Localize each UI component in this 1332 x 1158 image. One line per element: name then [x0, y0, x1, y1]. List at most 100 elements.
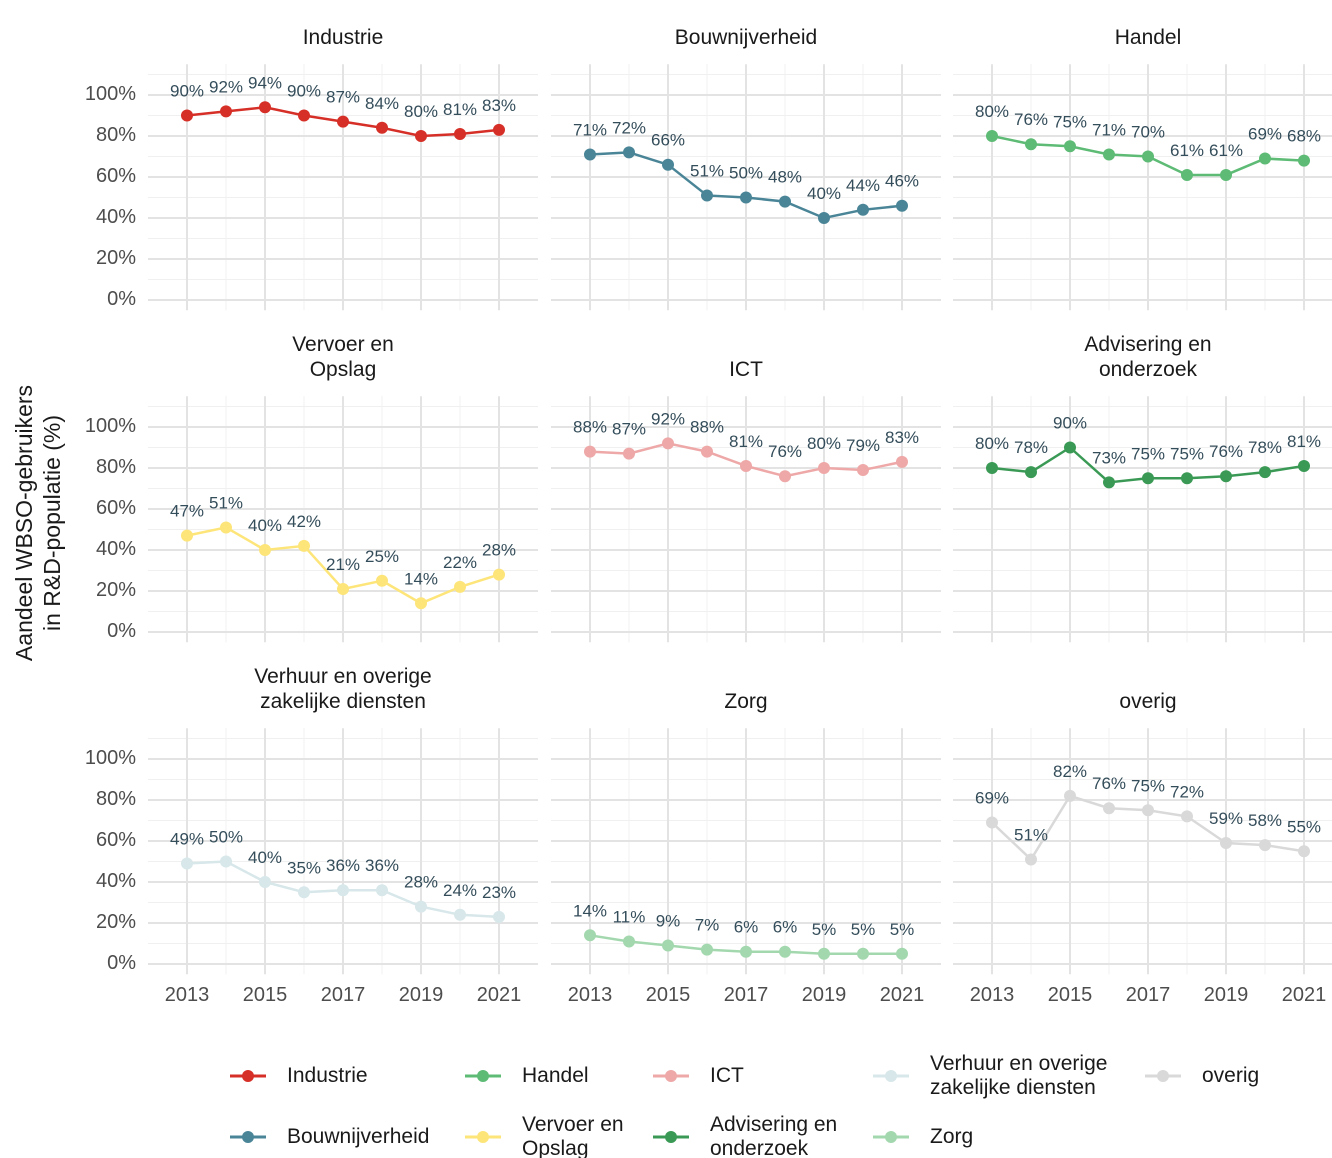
point: [701, 189, 713, 202]
point: [493, 568, 505, 581]
point: [779, 470, 791, 483]
point: [1220, 168, 1232, 181]
data-label: 24%: [443, 881, 477, 900]
point: [584, 148, 596, 161]
point: [857, 464, 869, 477]
data-label: 40%: [248, 848, 282, 867]
data-label: 47%: [170, 502, 204, 521]
x-tick-label: 2017: [320, 984, 366, 1007]
data-label: 66%: [651, 131, 685, 150]
y-tick-label: 80%: [95, 456, 136, 478]
data-label: 78%: [1248, 438, 1282, 457]
point: [1220, 837, 1232, 850]
data-label: 51%: [209, 493, 243, 512]
data-label: 6%: [734, 918, 759, 937]
legend-point: [885, 1131, 897, 1143]
y-tick-label: 0%: [107, 620, 136, 642]
facet-title: Industrie: [302, 26, 384, 50]
data-label: 75%: [1170, 444, 1204, 463]
facet-title: Zorg: [724, 690, 768, 714]
data-label: 9%: [656, 912, 681, 931]
data-label: 71%: [573, 120, 607, 139]
y-tick-label: 40%: [95, 538, 136, 560]
point: [415, 900, 427, 913]
legend-point: [242, 1070, 254, 1082]
x-tick-label: 2013: [164, 984, 210, 1007]
point: [259, 101, 271, 114]
legend-label: Handel: [522, 1064, 589, 1087]
point: [1064, 789, 1076, 802]
data-label: 78%: [1014, 438, 1048, 457]
y-tick-label: 40%: [95, 870, 136, 892]
data-label: 49%: [170, 830, 204, 849]
data-label: 50%: [729, 164, 763, 183]
point: [298, 539, 310, 552]
x-tick-label: 2015: [1047, 984, 1093, 1007]
point: [740, 459, 752, 472]
point: [740, 191, 752, 204]
point: [337, 884, 349, 897]
point: [1064, 441, 1076, 454]
data-label: 87%: [326, 88, 360, 107]
data-label: 50%: [209, 828, 243, 847]
data-label: 92%: [209, 77, 243, 96]
point: [1142, 472, 1154, 485]
point: [454, 908, 466, 921]
data-label: 36%: [326, 856, 360, 875]
point: [1025, 853, 1037, 866]
facet-title: Advisering en onderzoek: [1084, 333, 1212, 382]
x-tick-label: 2017: [723, 984, 769, 1007]
data-label: 72%: [612, 118, 646, 137]
point: [1259, 466, 1271, 479]
point: [818, 947, 830, 960]
y-tick-label: 20%: [95, 247, 136, 269]
legend-label: Industrie: [287, 1064, 368, 1087]
legend-label: Zorg: [930, 1125, 974, 1148]
data-label: 71%: [1092, 120, 1126, 139]
data-label: 44%: [846, 176, 880, 195]
point: [623, 447, 635, 460]
data-label: 80%: [404, 102, 438, 121]
data-label: 23%: [482, 883, 516, 902]
point: [623, 146, 635, 159]
facet-title: Handel: [1114, 26, 1182, 50]
point: [662, 437, 674, 450]
y-tick-label: 0%: [107, 952, 136, 974]
point: [298, 886, 310, 899]
data-label: 80%: [807, 434, 841, 453]
point: [220, 521, 232, 534]
point: [1298, 154, 1310, 167]
point: [1025, 138, 1037, 151]
data-label: 5%: [812, 920, 837, 939]
point: [896, 947, 908, 960]
data-label: 68%: [1287, 127, 1321, 146]
data-label: 36%: [365, 856, 399, 875]
data-label: 76%: [768, 442, 802, 461]
point: [493, 123, 505, 136]
point: [584, 445, 596, 458]
legend-point: [1157, 1070, 1169, 1082]
point: [1142, 150, 1154, 163]
point: [701, 445, 713, 458]
point: [1298, 459, 1310, 472]
data-label: 40%: [248, 516, 282, 535]
point: [415, 130, 427, 142]
point: [259, 876, 271, 888]
point: [1064, 140, 1076, 153]
x-tick-label: 2015: [242, 984, 288, 1007]
point: [623, 935, 635, 948]
data-label: 76%: [1092, 774, 1126, 793]
data-label: 83%: [885, 428, 919, 447]
x-tick-label: 2013: [567, 984, 613, 1007]
point: [259, 544, 271, 556]
y-tick-label: 20%: [95, 579, 136, 601]
data-label: 80%: [975, 434, 1009, 453]
y-tick-label: 100%: [84, 83, 136, 105]
point: [1025, 466, 1037, 479]
data-label: 94%: [248, 73, 282, 92]
data-label: 59%: [1209, 809, 1243, 828]
data-label: 28%: [482, 541, 516, 560]
x-tick-label: 2013: [969, 984, 1015, 1007]
point: [584, 929, 596, 942]
